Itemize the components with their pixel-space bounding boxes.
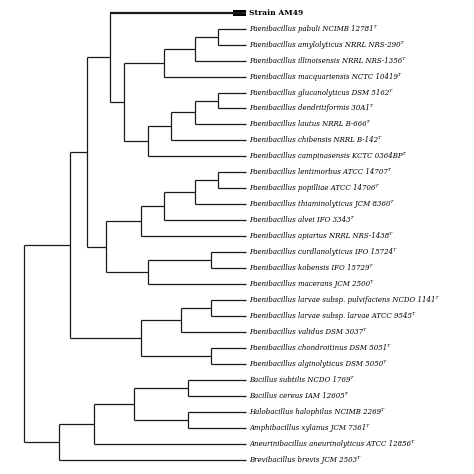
Text: Paenibacillus alvei IFO 3343ᵀ: Paenibacillus alvei IFO 3343ᵀ xyxy=(249,216,354,224)
Text: Paenibacillus lentimorbus ATCC 14707ᵀ: Paenibacillus lentimorbus ATCC 14707ᵀ xyxy=(249,168,391,176)
Text: Paenibacillus chibensis NRRL B-142ᵀ: Paenibacillus chibensis NRRL B-142ᵀ xyxy=(249,137,381,145)
Text: Paenibacillus alginolyticus DSM 5050ᵀ: Paenibacillus alginolyticus DSM 5050ᵀ xyxy=(249,360,386,368)
Text: Paenibacillus popilliae ATCC 14706ᵀ: Paenibacillus popilliae ATCC 14706ᵀ xyxy=(249,184,379,192)
Text: Amphibacillus xylanus JCM 7361ᵀ: Amphibacillus xylanus JCM 7361ᵀ xyxy=(249,424,369,432)
Text: Paenibacillus lautus NRRL B-666ᵀ: Paenibacillus lautus NRRL B-666ᵀ xyxy=(249,120,370,128)
Text: Aneurinibacillus aneurinolyticus ATCC 12856ᵀ: Aneurinibacillus aneurinolyticus ATCC 12… xyxy=(249,440,414,448)
Text: Paenibacillus kobensis IFO 15729ᵀ: Paenibacillus kobensis IFO 15729ᵀ xyxy=(249,264,373,272)
Text: Paenibacillus illinoisensis NRRL NRS-1356ᵀ: Paenibacillus illinoisensis NRRL NRS-135… xyxy=(249,56,405,64)
Text: Paenibacillus curdlanolyticus IFO 15724ᵀ: Paenibacillus curdlanolyticus IFO 15724ᵀ xyxy=(249,248,396,256)
Text: Paenibacillus pabuli NCIMB 12781ᵀ: Paenibacillus pabuli NCIMB 12781ᵀ xyxy=(249,25,377,33)
Text: Paenibacillus macerans JCM 2500ᵀ: Paenibacillus macerans JCM 2500ᵀ xyxy=(249,280,374,288)
Text: Paenibacillus campinasensis KCTC 0364BPᵀ: Paenibacillus campinasensis KCTC 0364BPᵀ xyxy=(249,152,406,160)
Bar xyxy=(234,9,246,16)
Text: Paenibacillus apiarius NRRL NRS-1438ᵀ: Paenibacillus apiarius NRRL NRS-1438ᵀ xyxy=(249,232,392,240)
Text: Strain AM49: Strain AM49 xyxy=(249,9,303,17)
Text: Paenibacillus chondroitinus DSM 5051ᵀ: Paenibacillus chondroitinus DSM 5051ᵀ xyxy=(249,344,391,352)
Text: Paenibacillus macquariensis NCTC 10419ᵀ: Paenibacillus macquariensis NCTC 10419ᵀ xyxy=(249,73,401,81)
Text: Brevibacillus brevis JCM 2503ᵀ: Brevibacillus brevis JCM 2503ᵀ xyxy=(249,456,360,464)
Text: Paenibacillus glucanolyticus DSM 5162ᵀ: Paenibacillus glucanolyticus DSM 5162ᵀ xyxy=(249,89,392,97)
Text: Paenibacillus larvae subsp. larvae ATCC 9545ᵀ: Paenibacillus larvae subsp. larvae ATCC … xyxy=(249,312,415,320)
Text: Paenibacillus dendritiformis 30A1ᵀ: Paenibacillus dendritiformis 30A1ᵀ xyxy=(249,104,373,112)
Text: Halobacillus halophilus NCIMB 2269ᵀ: Halobacillus halophilus NCIMB 2269ᵀ xyxy=(249,408,384,416)
Text: Bacillus cereus IAM 12605ᵀ: Bacillus cereus IAM 12605ᵀ xyxy=(249,392,348,400)
Text: Bacillus subtilis NCDO 1769ᵀ: Bacillus subtilis NCDO 1769ᵀ xyxy=(249,376,354,384)
Text: Paenibacillus thiaminolyticus JCM 8360ᵀ: Paenibacillus thiaminolyticus JCM 8360ᵀ xyxy=(249,201,394,208)
Text: Paenibacillus validus DSM 3037ᵀ: Paenibacillus validus DSM 3037ᵀ xyxy=(249,328,366,336)
Text: Paenibacillus larvae subsp. pulvifaciens NCDO 1141ᵀ: Paenibacillus larvae subsp. pulvifaciens… xyxy=(249,296,439,304)
Text: Paenibacillus amylolyticus NRRL NRS-290ᵀ: Paenibacillus amylolyticus NRRL NRS-290ᵀ xyxy=(249,41,404,49)
